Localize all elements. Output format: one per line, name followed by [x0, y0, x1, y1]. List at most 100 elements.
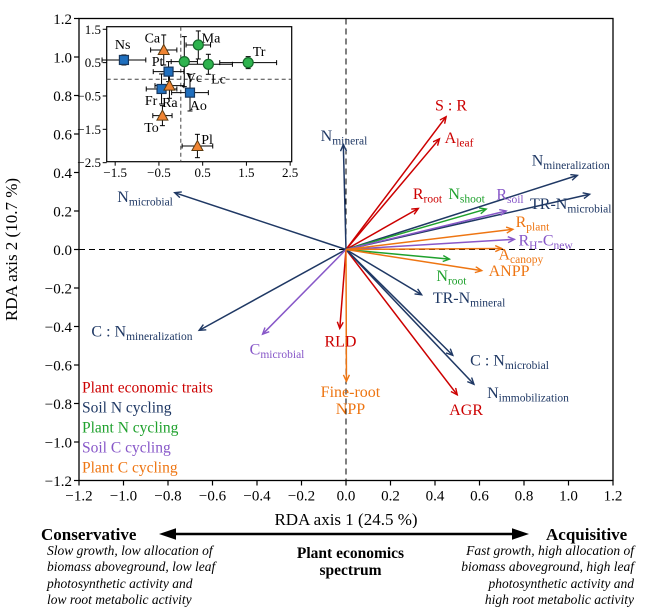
inset-y-tick-label: −0.5 — [77, 89, 101, 104]
inset-marker-circle-Lc — [202, 58, 214, 70]
spectrum-arrow-left-head — [159, 528, 176, 540]
legend-item-purple: Soil C cycling — [82, 439, 171, 456]
x-tick-label: −1.2 — [65, 488, 92, 504]
inset-marker-square-Ns — [118, 54, 130, 66]
x-tick-label: 0.8 — [515, 488, 534, 504]
y-tick-label: 0.0 — [53, 243, 72, 259]
y-tick-label: −1.2 — [45, 474, 72, 490]
y-tick-label: −0.8 — [45, 397, 72, 413]
x-tick-label: −1.0 — [110, 488, 137, 504]
arrow-label-fine-root-npp: Fine-root — [321, 384, 381, 401]
acquisitive-description: Fast growth, high allocation of biomass … — [461, 543, 634, 607]
x-tick-label: 0.6 — [470, 488, 489, 504]
arrow-c-n-mineralization — [199, 248, 347, 331]
arrow-label-n-microbial: Nmicrobial — [117, 189, 173, 209]
conservative-description: Slow growth, low allocation of biomass a… — [47, 543, 216, 607]
x-tick-label: 0.0 — [337, 488, 356, 504]
inset-point-label-Ns: Ns — [115, 38, 131, 53]
arrow-a-canopy — [345, 249, 502, 250]
x-tick-label: −0.2 — [288, 488, 315, 504]
spectrum-label-line1: Plant economics — [296, 545, 405, 562]
inset-point-label-Fr: Fr — [145, 94, 158, 109]
spectrum-arrow-right-head — [512, 528, 529, 540]
inset-marker-triangle-Pl — [191, 139, 204, 151]
legend-item-navy: Soil N cycling — [82, 399, 172, 416]
arrow-label-anpp: ANPP — [489, 263, 530, 280]
arrow-rld — [340, 249, 347, 329]
inset-marker-circle-Tr — [242, 57, 254, 69]
arrow-r-root — [345, 208, 418, 251]
inset-y-tick-label: 0.5 — [85, 55, 101, 70]
arrow-label-tr-n-microbial: TR-Nmicrobial — [530, 196, 611, 216]
arrow-label-c-n-microbial: C : Nmicrobial — [470, 353, 549, 373]
inset-marker-square-Ao — [184, 87, 196, 98]
y-tick-label: −1.0 — [45, 435, 72, 451]
inset-point-label-Pt: Pt — [152, 55, 164, 70]
inset-point-label-Tr: Tr — [253, 45, 266, 60]
y-tick-label: −0.2 — [45, 281, 72, 297]
x-tick-label: 0.4 — [426, 488, 445, 504]
y-tick-label: 1.2 — [53, 12, 72, 28]
arrow-n-shoot — [345, 209, 486, 251]
spectrum-arrow — [159, 528, 529, 540]
inset-y-tick-label: −1.5 — [77, 122, 101, 137]
legend-item-orange: Plant C cycling — [82, 459, 178, 476]
arrow-s-r — [345, 117, 446, 250]
inset-y-tick-label: −2.5 — [77, 155, 101, 170]
arrow-label-n-mineralization: Nmineralization — [532, 153, 610, 173]
inset-x-tick-label: 2.5 — [282, 165, 298, 180]
legend-item-green: Plant N cycling — [82, 419, 179, 436]
arrow-n-mineral — [343, 145, 346, 250]
inset-marker-triangle-To — [156, 109, 169, 121]
arrow-label-rh-cnew: RH-Cnew — [519, 233, 574, 253]
arrow-label-n-shoot: Nshoot — [448, 186, 485, 206]
arrow-tr-n-mineral — [345, 248, 422, 295]
inset-marker-triangle-Ca — [157, 43, 171, 55]
y-tick-label: 0.8 — [53, 89, 72, 105]
inset-marker-circle-Ma — [192, 39, 204, 51]
arrow-label-tr-n-mineral: TR-Nmineral — [433, 290, 505, 310]
arrow-n-microbial — [175, 193, 347, 251]
arrow-n-immobilization — [345, 248, 474, 385]
arrow-a-leaf — [345, 139, 439, 250]
arrow-n-mineralization — [345, 175, 577, 251]
inset-x-tick-label: −0.5 — [147, 165, 171, 180]
spectrum-label-line2: spectrum — [319, 562, 382, 579]
y-tick-label: 1.0 — [53, 50, 72, 66]
inset-y-tick-label: 1.5 — [85, 22, 101, 37]
conservative-label: Conservative — [41, 525, 137, 544]
y-tick-label: 0.6 — [53, 127, 72, 143]
arrow-label-n-mineral: Nmineral — [321, 128, 368, 148]
arrow-agr — [345, 249, 457, 395]
legend-item-red: Plant economic traits — [82, 379, 213, 396]
inset-x-tick-label: 0.5 — [195, 165, 211, 180]
arrow-anpp — [345, 248, 482, 271]
arrow-c-n-microbial — [345, 248, 453, 356]
arrow-label-c-microbial: Cmicrobial — [250, 342, 305, 362]
arrow-label-r-soil: Rsoil — [496, 186, 523, 206]
inset-plot: −1.5 −0.5 0.5 1.5 2.51.50.5−0.5−1.5−2.5Ns Ca M… — [77, 22, 298, 180]
spectrum-label: Plant economics spectrum — [278, 545, 423, 579]
arrow-label-c-n-mineralization: C : Nmineralization — [91, 324, 192, 344]
x-tick-label: 1.2 — [604, 488, 623, 504]
rda-biplot-svg: −1.2 −1.0 −0.8 −0.6 −0.4 −0.2 0.0 0.2 0.4 0.6 0.8 1… — [2, 12, 623, 529]
arrow-label-n-root: Nroot — [436, 268, 467, 288]
arrow-rh-cnew — [345, 239, 514, 251]
inset-point-label-To: To — [144, 121, 159, 136]
inset-point-label-Pl: Pl — [201, 133, 213, 148]
inset-x-tick-label: −1.5 — [103, 165, 127, 180]
inset-point-label-Ra: Ra — [162, 96, 178, 111]
arrow-label-a-canopy: Acanopy — [498, 247, 543, 267]
y-axis-title: RDA axis 2 (10.7 %) — [2, 178, 21, 321]
arrow-label-n-immobilization: Nimmobilization — [487, 385, 569, 405]
y-tick-label: 0.2 — [53, 204, 72, 220]
inset-point-label-Ma: Ma — [202, 32, 221, 47]
arrow-r-plant — [345, 229, 513, 251]
x-tick-label: 0.2 — [381, 488, 400, 504]
arrow-label-fine-root-npp: NPP — [336, 401, 365, 418]
arrow-label-rld: RLD — [324, 334, 356, 351]
x-tick-label: −0.4 — [243, 488, 271, 504]
inset-point-label-Vc: Vc — [186, 71, 202, 86]
y-tick-label: −0.4 — [45, 320, 73, 336]
